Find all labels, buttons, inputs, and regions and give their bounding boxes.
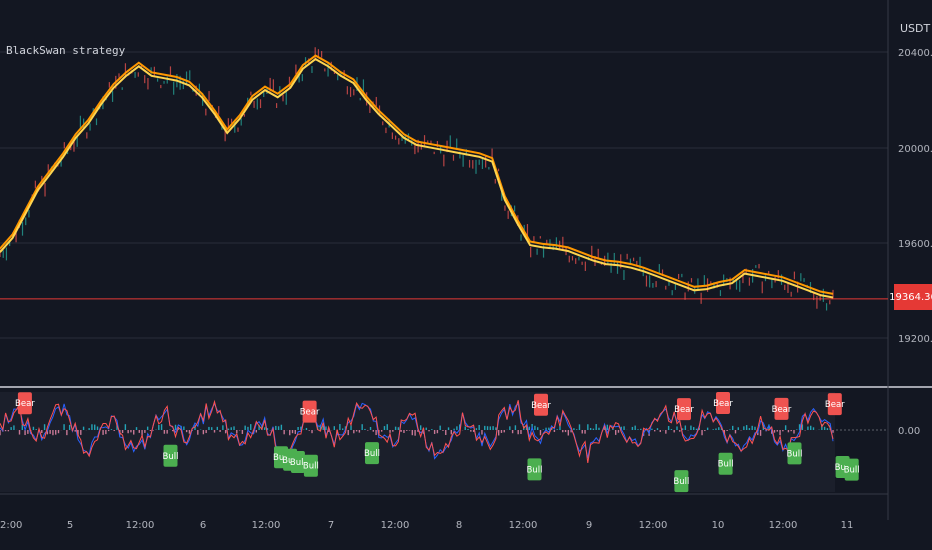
- bull-signal-label: Bull: [835, 463, 851, 473]
- currency-unit: USDT: [900, 22, 931, 35]
- bull-signal-badge: [365, 442, 379, 465]
- x-tick-label: 5: [67, 520, 73, 531]
- bull-signal-badge: [787, 442, 802, 465]
- x-tick-label: 12:00: [381, 520, 410, 531]
- bull-signal-badge: [527, 458, 542, 481]
- x-tick-label: 8: [456, 520, 462, 531]
- x-tick-label: 12:00: [509, 520, 538, 531]
- x-tick-label: 12:00: [0, 520, 22, 531]
- bear-signal-label: Bear: [772, 405, 792, 415]
- bull-signal-label: Bull: [787, 449, 803, 459]
- ema-slow-line: [0, 54, 834, 295]
- bull-signal-badge: [674, 470, 689, 493]
- last-price-tag: 19364.36: [889, 284, 932, 310]
- bull-signal-label: Bull: [364, 449, 380, 459]
- bear-signal-badge: [716, 392, 730, 414]
- osc-y-tick-label: 0.00: [898, 426, 920, 437]
- x-tick-label: 12:00: [769, 520, 798, 531]
- strategy-title: BlackSwan strategy: [6, 44, 126, 57]
- y-tick-label: 19600.00: [898, 239, 932, 250]
- bear-signal-label: Bear: [15, 399, 35, 409]
- bull-signal-label: Bull: [282, 456, 298, 466]
- bull-signal-label: Bull: [163, 452, 179, 462]
- bear-signal-badge: [17, 392, 32, 415]
- bear-signal-label: Bear: [300, 408, 320, 418]
- bull-signal-label: Bull: [273, 453, 289, 463]
- osc-pane-bg: [0, 392, 835, 492]
- bear-signal-badge: [534, 393, 548, 416]
- bear-signal-badge: [827, 393, 842, 416]
- bear-signal-label: Bear: [825, 400, 845, 410]
- bear-signal-badge: [677, 398, 691, 421]
- bear-signal-label: Bear: [674, 405, 694, 415]
- bull-signal-label: Bull: [290, 458, 306, 468]
- bear-signal-badge: [774, 397, 789, 420]
- y-tick-label: 20400.00: [898, 48, 932, 59]
- bull-signal-label: Bull: [527, 465, 543, 475]
- bull-signal-badge: [303, 454, 318, 477]
- x-tick-label: 12:00: [252, 520, 281, 531]
- x-tick-label: 12:00: [639, 520, 668, 531]
- bull-signal-badge: [290, 451, 305, 474]
- x-tick-label: 10: [712, 520, 725, 531]
- bull-signal-badge: [844, 458, 859, 481]
- x-tick-label: 11: [841, 520, 854, 531]
- bull-signal-label: Bull: [673, 477, 689, 487]
- x-tick-label: 12:00: [126, 520, 155, 531]
- osc-line-blue: [0, 402, 834, 460]
- x-tick-label: 6: [200, 520, 206, 531]
- bull-signal-label: Bull: [844, 466, 860, 476]
- bull-signal-badge: [718, 452, 733, 475]
- bear-signal-label: Bear: [531, 401, 551, 411]
- x-tick-label: 7: [328, 520, 334, 531]
- y-tick-label: 19200.00: [898, 334, 932, 345]
- bear-signal-badge: [302, 400, 317, 423]
- bear-signal-label: Bear: [713, 399, 733, 409]
- bull-signal-badge: [163, 444, 178, 467]
- bull-signal-label: Bull: [303, 462, 319, 472]
- x-tick-label: 9: [586, 520, 592, 531]
- osc-line-red: [0, 399, 834, 463]
- y-tick-label: 20000.00: [898, 144, 932, 155]
- ema-fast-line: [0, 57, 834, 299]
- bull-signal-label: Bull: [718, 460, 734, 470]
